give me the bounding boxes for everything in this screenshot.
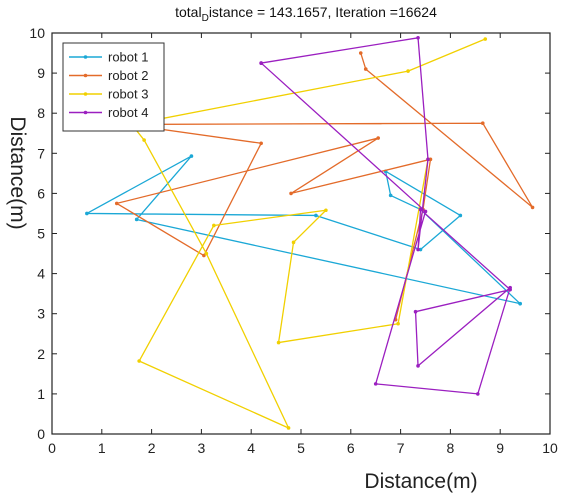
legend-marker-robot-4 bbox=[83, 110, 88, 115]
y-tick-label: 7 bbox=[37, 145, 45, 161]
chart-title-subscript: D bbox=[202, 13, 209, 24]
legend: robot 1 robot 2 robot 3 robot 4 bbox=[62, 42, 165, 132]
x-tick-label: 9 bbox=[496, 440, 504, 456]
data-point-robot-2 bbox=[428, 157, 433, 162]
data-point-robot-4 bbox=[475, 392, 480, 396]
data-point-robot-4 bbox=[416, 364, 420, 368]
y-tick-label: 5 bbox=[37, 226, 45, 242]
series-robot-1 bbox=[85, 154, 522, 306]
y-tick-label: 1 bbox=[37, 386, 45, 402]
y-tick-label: 4 bbox=[37, 266, 45, 282]
y-tick-label: 3 bbox=[37, 306, 45, 322]
x-axis-title: Distance(m) bbox=[364, 470, 477, 493]
x-tick-label: 6 bbox=[347, 440, 355, 456]
legend-marker-robot-3 bbox=[83, 92, 88, 96]
legend-label-robot-2: robot 2 bbox=[108, 68, 148, 83]
data-point-robot-1 bbox=[388, 193, 393, 198]
data-point-robot-3 bbox=[291, 240, 296, 245]
legend-item-robot-1: robot 1 bbox=[69, 50, 148, 65]
data-point-robot-2 bbox=[376, 136, 380, 140]
x-tick-label: 4 bbox=[247, 440, 255, 456]
data-point-robot-3 bbox=[142, 138, 146, 142]
data-point-robot-4 bbox=[416, 247, 420, 252]
x-tick-label: 0 bbox=[48, 440, 56, 456]
data-point-robot-3 bbox=[276, 340, 281, 345]
y-axis-title: Distance(m) bbox=[6, 116, 29, 229]
y-tick-label: 8 bbox=[37, 105, 45, 121]
data-point-robot-4 bbox=[413, 309, 418, 314]
chart-title-prefix: total bbox=[175, 4, 201, 20]
data-point-robot-3 bbox=[204, 251, 209, 256]
data-point-robot-2 bbox=[363, 67, 368, 71]
legend-item-robot-3: robot 3 bbox=[69, 87, 148, 102]
data-point-robot-2 bbox=[289, 191, 293, 196]
x-tick-label: 5 bbox=[297, 440, 305, 456]
data-point-robot-3 bbox=[137, 359, 141, 363]
data-point-robot-3 bbox=[396, 321, 400, 326]
data-point-robot-1 bbox=[518, 301, 522, 306]
data-point-robot-4 bbox=[416, 36, 420, 40]
legend-label-robot-3: robot 3 bbox=[108, 87, 148, 102]
x-tick-label: 2 bbox=[148, 440, 156, 456]
x-tick-label: 8 bbox=[447, 440, 455, 456]
data-point-robot-4 bbox=[423, 209, 428, 214]
data-point-robot-3 bbox=[286, 426, 291, 430]
data-point-robot-1 bbox=[134, 217, 139, 222]
chart-title-suffix: istance = 143.1657, Iteration =16624 bbox=[209, 4, 437, 20]
legend-items: robot 1 robot 2 robot 3 robot 4 bbox=[69, 50, 148, 120]
x-tick-label: 3 bbox=[198, 440, 206, 456]
data-point-robot-4 bbox=[259, 61, 263, 65]
x-tick-label: 1 bbox=[98, 440, 106, 456]
data-point-robot-3 bbox=[406, 69, 410, 73]
y-tick-label: 0 bbox=[37, 426, 45, 442]
data-point-robot-2 bbox=[202, 253, 206, 258]
data-point-robot-1 bbox=[458, 213, 463, 218]
x-tick-label: 10 bbox=[542, 440, 558, 456]
chart-title: totalDistance = 143.1657, Iteration =166… bbox=[175, 4, 437, 24]
data-point-robot-2 bbox=[358, 51, 363, 55]
data-point-robot-4 bbox=[373, 382, 378, 386]
series-robot-4 bbox=[259, 36, 512, 396]
legend-item-robot-2: robot 2 bbox=[69, 68, 148, 83]
data-point-robot-4 bbox=[426, 157, 430, 162]
data-point-robot-1 bbox=[85, 211, 89, 216]
legend-label-robot-1: robot 1 bbox=[108, 50, 148, 65]
legend-marker-robot-2 bbox=[83, 73, 88, 78]
data-point-robot-4 bbox=[418, 207, 423, 212]
data-point-robot-3 bbox=[324, 208, 328, 213]
y-tick-label: 10 bbox=[29, 25, 45, 41]
legend-marker-robot-1 bbox=[83, 55, 88, 59]
axis-layer: 0 1 2 3 4 5 6 7 8 9 10 0 1 2 3 4 5 6 7 8 9 10 bbox=[29, 25, 558, 456]
data-point-robot-2 bbox=[530, 205, 535, 210]
y-tick-label: 2 bbox=[37, 346, 45, 362]
data-point-robot-1 bbox=[418, 247, 423, 252]
data-point-robot-2 bbox=[114, 201, 119, 206]
data-point-robot-2 bbox=[259, 141, 263, 146]
legend-label-robot-4: robot 4 bbox=[108, 105, 148, 120]
y-tick-label: 9 bbox=[37, 65, 45, 81]
data-point-robot-3 bbox=[212, 223, 216, 228]
data-point-robot-1 bbox=[314, 213, 318, 218]
x-tick-label: 7 bbox=[397, 440, 405, 456]
data-point-robot-1 bbox=[189, 154, 194, 158]
data-point-robot-2 bbox=[480, 121, 485, 126]
legend-item-robot-4: robot 4 bbox=[69, 105, 148, 120]
data-point-robot-3 bbox=[483, 37, 488, 41]
y-tick-label: 6 bbox=[37, 185, 45, 201]
data-point-robot-4 bbox=[508, 285, 512, 290]
